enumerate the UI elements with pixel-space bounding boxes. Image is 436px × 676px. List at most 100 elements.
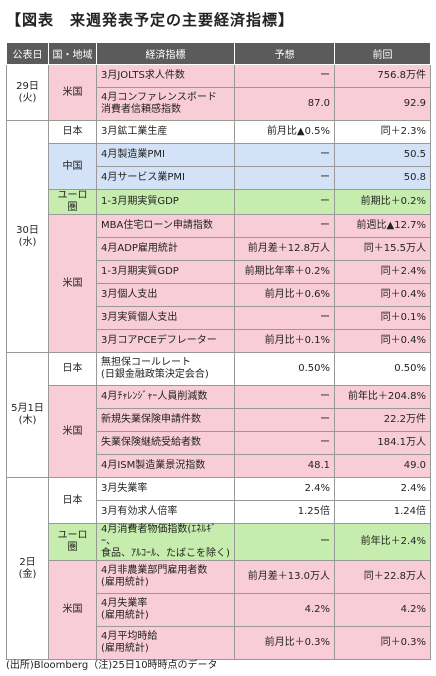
table-row: 30日 (水) 日本 3月鉱工業生産 前月比▲0.5% 同＋2.3% (6, 120, 431, 353)
previous-value: 同＋0.4% (334, 329, 431, 353)
source-note: (出所)Bloomberg（注)25日10時時点のデータ (6, 660, 218, 671)
release-date: 5月1日 (木) (6, 352, 49, 478)
country-cell: 中国 (48, 143, 97, 190)
table-row: 3月実質個人支出ー同＋0.1% (7, 306, 431, 330)
country-cell: 日本 (48, 477, 97, 524)
indicator-name: 3月有効求人倍率 (96, 500, 235, 524)
previous-value: 50.5 (334, 143, 431, 167)
indicator-name: 無担保コールレート (日銀金融政策決定会合) (96, 352, 235, 386)
previous-value: 同＋0.4% (334, 283, 431, 307)
indicator-name: 3月失業率 (96, 477, 235, 501)
country-cell: ユーロ圏 (48, 523, 97, 561)
indicator-name: 3月コアPCEデフレーター (96, 329, 235, 353)
forecast-value: ー (234, 214, 335, 238)
country-cell: 米国 (48, 64, 97, 121)
country-cell: 米国 (48, 385, 97, 478)
indicator-name: 1-3月期実質GDP (96, 260, 235, 284)
table-row: 4月サービス業PMI ー 50.8 (7, 166, 431, 190)
table-row: 米国 4月非農業部門雇用者数 (雇用統計) 前月差＋13.0万人 同＋22.8万人 (7, 560, 431, 660)
table-row: ユーロ圏 1-3月期実質GDP ー前期比＋0.2% (7, 189, 431, 215)
country-cell: ユーロ圏 (48, 189, 97, 215)
forecast-value: 2.4% (234, 477, 335, 501)
table-row: 中国 4月製造業PMI ー 50.5 (7, 143, 431, 190)
table-row: 5月1日 (木) 日本 無担保コールレート (日銀金融政策決定会合) 0.50% 0.5… (6, 352, 431, 478)
indicator-name: MBA住宅ローン申請指数 (96, 214, 235, 238)
indicator-name: 3月鉱工業生産 (96, 120, 235, 144)
table-row: 29日 (火) 米国 3月JOLTS求人件数ー 756.8万件 (6, 64, 431, 121)
forecast-value: ー (234, 166, 335, 190)
table-row: 米国 MBA住宅ローン申請指数ー前週比▲12.7% (7, 214, 431, 353)
country-cell: 日本 (48, 120, 97, 144)
release-date: 30日 (水) (6, 120, 49, 353)
indicator-name: 4月非農業部門雇用者数 (雇用統計) (96, 560, 235, 594)
previous-value: 前週比▲12.7% (334, 214, 431, 238)
table-row: 3月有効求人倍率 1.25倍 1.24倍 (7, 500, 431, 524)
indicator-name: 4月消費者物価指数(ｴﾈﾙｷﾞｰ、 食品、ｱﾙｺｰﾙ、たばこを除く) (96, 523, 235, 561)
previous-value: 92.9 (334, 87, 431, 121)
table-row: 3月コアPCEデフレーター 前月比＋0.1% 同＋0.4% (7, 329, 431, 353)
table-row: 米国 4月ﾁｬﾚﾝｼﾞｬｰ人員削減数ー前年比＋204.8% (7, 385, 431, 478)
table-row: 失業保険継続受給者数ー 184.1万人 (7, 431, 431, 455)
previous-value: 184.1万人 (334, 431, 431, 455)
forecast-value: ー (234, 64, 335, 88)
forecast-value: 0.50% (234, 352, 335, 386)
previous-value: 同＋2.3% (334, 120, 431, 144)
previous-value: 50.8 (334, 166, 431, 190)
release-date: 29日 (火) (6, 64, 49, 121)
indicator-name: 3月実質個人支出 (96, 306, 235, 330)
indicator-name: 4月サービス業PMI (96, 166, 235, 190)
table-header: 公表日 国・地域 経済指標 予想 前回 (6, 42, 431, 65)
table-row: 3月個人支出 前月比＋0.6% 同＋0.4% (7, 283, 431, 307)
previous-value: 22.2万件 (334, 408, 431, 432)
forecast-value: 4.2% (234, 593, 335, 627)
forecast-value: 87.0 (234, 87, 335, 121)
forecast-value: 前月比＋0.6% (234, 283, 335, 307)
indicator-name: 4月コンファレンスボード 消費者信頼感指数 (96, 87, 235, 121)
previous-value: 同＋2.4% (334, 260, 431, 284)
forecast-value: 48.1 (234, 454, 335, 478)
release-date: 2日 (金) (6, 477, 49, 660)
indicator-name: 4月ADP雇用統計 (96, 237, 235, 261)
previous-value: 同＋0.1% (334, 306, 431, 330)
forecast-value: 前期比年率＋0.2% (234, 260, 335, 284)
previous-value: 4.2% (334, 593, 431, 627)
previous-value: 同＋0.3% (334, 626, 431, 660)
forecast-value: 前月差＋13.0万人 (234, 560, 335, 594)
indicator-name: 3月JOLTS求人件数 (96, 64, 235, 88)
forecast-value: 前月差＋12.8万人 (234, 237, 335, 261)
forecast-value: 前月比▲0.5% (234, 120, 335, 144)
indicator-name: 失業保険継続受給者数 (96, 431, 235, 455)
indicator-name: 4月平均時給 (雇用統計) (96, 626, 235, 660)
forecast-value: ー (234, 523, 335, 561)
previous-value: 1.24倍 (334, 500, 431, 524)
country-cell: 米国 (48, 560, 97, 660)
indicator-name: 新規失業保険申請件数 (96, 408, 235, 432)
forecast-value: ー (234, 431, 335, 455)
previous-value: 2.4% (334, 477, 431, 501)
previous-value: 同＋15.5万人 (334, 237, 431, 261)
header-indicator: 経済指標 (96, 42, 235, 65)
table-row: 4月失業率 (雇用統計) 4.2% 4.2% (7, 593, 431, 627)
indicator-name: 1-3月期実質GDP (96, 189, 235, 215)
previous-value: 前年比＋2.4% (334, 523, 431, 561)
previous-value: 前年比＋204.8% (334, 385, 431, 409)
previous-value: 49.0 (334, 454, 431, 478)
country-cell: 米国 (48, 214, 97, 353)
forecast-value: 前月比＋0.1% (234, 329, 335, 353)
forecast-value: 前月比＋0.3% (234, 626, 335, 660)
indicator-name: 4月製造業PMI (96, 143, 235, 167)
country-cell: 日本 (48, 352, 97, 386)
indicator-table: 公表日 国・地域 経済指標 予想 前回 29日 (火) 米国 3月JOLTS求人件数… (6, 42, 431, 660)
indicator-name: 4月失業率 (雇用統計) (96, 593, 235, 627)
forecast-value: ー (234, 143, 335, 167)
header-previous: 前回 (334, 42, 431, 65)
indicator-name: 4月ISM製造業景況指数 (96, 454, 235, 478)
previous-value: 756.8万件 (334, 64, 431, 88)
table-row: 4月平均時給 (雇用統計) 前月比＋0.3% 同＋0.3% (7, 626, 431, 660)
indicator-name: 4月ﾁｬﾚﾝｼﾞｬｰ人員削減数 (96, 385, 235, 409)
forecast-value: ー (234, 385, 335, 409)
header-forecast: 予想 (234, 42, 335, 65)
forecast-value: ー (234, 408, 335, 432)
previous-value: 0.50% (334, 352, 431, 386)
header-country: 国・地域 (48, 42, 97, 65)
